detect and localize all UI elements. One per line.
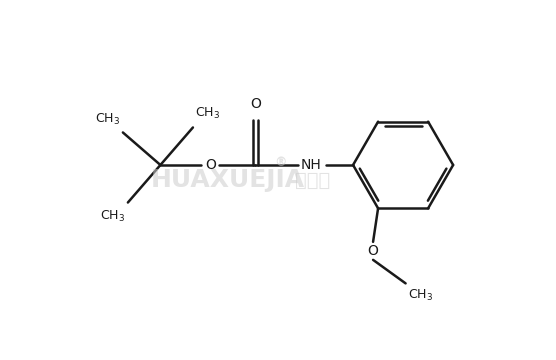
Text: CH$_3$: CH$_3$ — [408, 288, 433, 303]
Text: O: O — [205, 158, 216, 172]
Text: CH$_3$: CH$_3$ — [195, 106, 221, 121]
Text: HUAXUEJIA: HUAXUEJIA — [151, 168, 305, 192]
Text: ®: ® — [274, 156, 287, 169]
Text: NH: NH — [300, 158, 321, 172]
Text: 化学加: 化学加 — [295, 171, 331, 189]
Text: CH$_3$: CH$_3$ — [100, 208, 125, 224]
Text: O: O — [368, 244, 379, 258]
Text: O: O — [250, 97, 261, 111]
Text: CH$_3$: CH$_3$ — [95, 112, 120, 127]
